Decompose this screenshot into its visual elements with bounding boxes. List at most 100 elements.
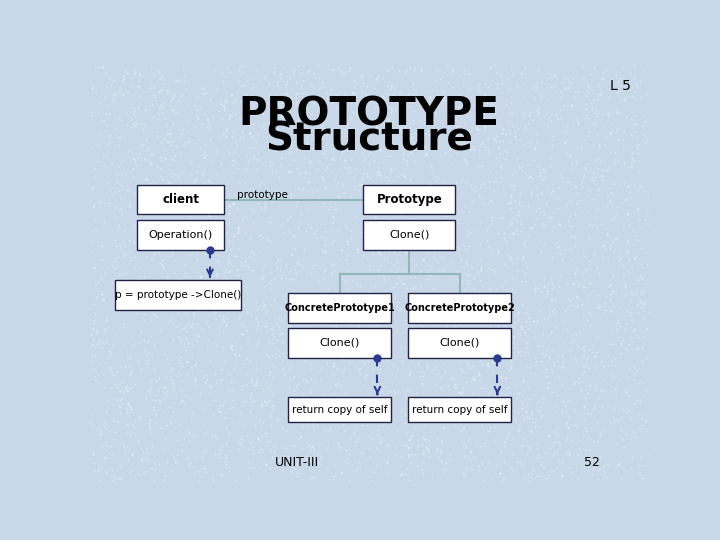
Point bbox=[259, 301, 271, 309]
Point bbox=[358, 443, 369, 452]
Point bbox=[619, 386, 631, 395]
Point bbox=[490, 386, 502, 394]
Point bbox=[144, 464, 156, 473]
Point bbox=[505, 362, 517, 370]
Point bbox=[224, 258, 235, 267]
Point bbox=[156, 139, 167, 148]
Point bbox=[294, 433, 306, 441]
Point bbox=[546, 83, 557, 91]
Point bbox=[603, 255, 614, 264]
Point bbox=[459, 156, 471, 165]
Point bbox=[363, 264, 374, 273]
Point bbox=[640, 427, 652, 436]
Point bbox=[624, 255, 635, 264]
Point bbox=[140, 454, 151, 463]
Point bbox=[620, 113, 631, 122]
Point bbox=[168, 284, 179, 293]
Point bbox=[174, 370, 186, 379]
Point bbox=[546, 306, 558, 315]
Point bbox=[326, 226, 338, 234]
Point bbox=[585, 85, 597, 93]
Point bbox=[118, 440, 130, 448]
Point bbox=[196, 280, 207, 289]
Point bbox=[311, 61, 323, 70]
Point bbox=[485, 246, 497, 254]
Point bbox=[390, 441, 401, 450]
Point bbox=[117, 75, 128, 83]
Point bbox=[438, 224, 450, 232]
Point bbox=[245, 437, 256, 446]
Point bbox=[211, 342, 222, 350]
Point bbox=[297, 421, 308, 430]
Point bbox=[592, 112, 603, 120]
Point bbox=[109, 470, 120, 479]
Point bbox=[454, 245, 465, 254]
Point bbox=[579, 100, 590, 109]
Point bbox=[541, 333, 553, 341]
Point bbox=[566, 120, 577, 129]
Point bbox=[636, 274, 648, 282]
Point bbox=[250, 66, 261, 75]
Point bbox=[222, 220, 233, 228]
Point bbox=[109, 124, 121, 133]
Point bbox=[504, 198, 516, 207]
Point bbox=[243, 99, 255, 108]
Point bbox=[528, 144, 540, 152]
Point bbox=[163, 129, 175, 138]
Point bbox=[541, 289, 553, 298]
Point bbox=[576, 208, 588, 217]
Point bbox=[253, 280, 265, 288]
Point bbox=[638, 65, 649, 74]
Point bbox=[354, 304, 366, 313]
Point bbox=[513, 163, 524, 171]
Point bbox=[289, 128, 300, 137]
Point bbox=[460, 105, 472, 114]
Point bbox=[168, 91, 180, 100]
Point bbox=[170, 416, 181, 425]
Point bbox=[155, 172, 166, 180]
Point bbox=[404, 400, 415, 408]
Point bbox=[615, 253, 626, 261]
Point bbox=[101, 315, 112, 323]
Point bbox=[469, 375, 480, 383]
Point bbox=[212, 250, 223, 259]
Point bbox=[172, 109, 184, 118]
Point bbox=[234, 418, 246, 427]
Point bbox=[89, 63, 100, 72]
Point bbox=[384, 165, 396, 173]
Point bbox=[395, 470, 407, 479]
Point bbox=[345, 293, 356, 301]
Point bbox=[112, 133, 124, 141]
Point bbox=[418, 151, 429, 159]
Point bbox=[160, 472, 171, 481]
Point bbox=[508, 185, 519, 193]
Point bbox=[312, 194, 324, 203]
Point bbox=[171, 391, 182, 400]
Point bbox=[165, 279, 176, 288]
Point bbox=[505, 463, 516, 472]
Point bbox=[171, 193, 182, 201]
Point bbox=[447, 83, 459, 91]
Point bbox=[151, 231, 163, 240]
Point bbox=[548, 305, 559, 314]
Point bbox=[405, 336, 417, 345]
Point bbox=[490, 374, 502, 382]
Point bbox=[96, 254, 108, 263]
Point bbox=[254, 77, 266, 86]
Point bbox=[372, 343, 384, 352]
Point bbox=[124, 362, 135, 371]
Point bbox=[235, 258, 247, 267]
Point bbox=[286, 251, 297, 260]
Point bbox=[219, 104, 230, 113]
Point bbox=[452, 318, 464, 327]
Point bbox=[371, 374, 382, 383]
Point bbox=[356, 72, 367, 81]
Point bbox=[539, 273, 550, 282]
Point bbox=[138, 317, 150, 326]
Point bbox=[180, 306, 192, 315]
Point bbox=[429, 109, 441, 117]
Point bbox=[583, 256, 595, 265]
Point bbox=[509, 319, 521, 328]
Point bbox=[588, 342, 599, 350]
Point bbox=[114, 387, 126, 396]
